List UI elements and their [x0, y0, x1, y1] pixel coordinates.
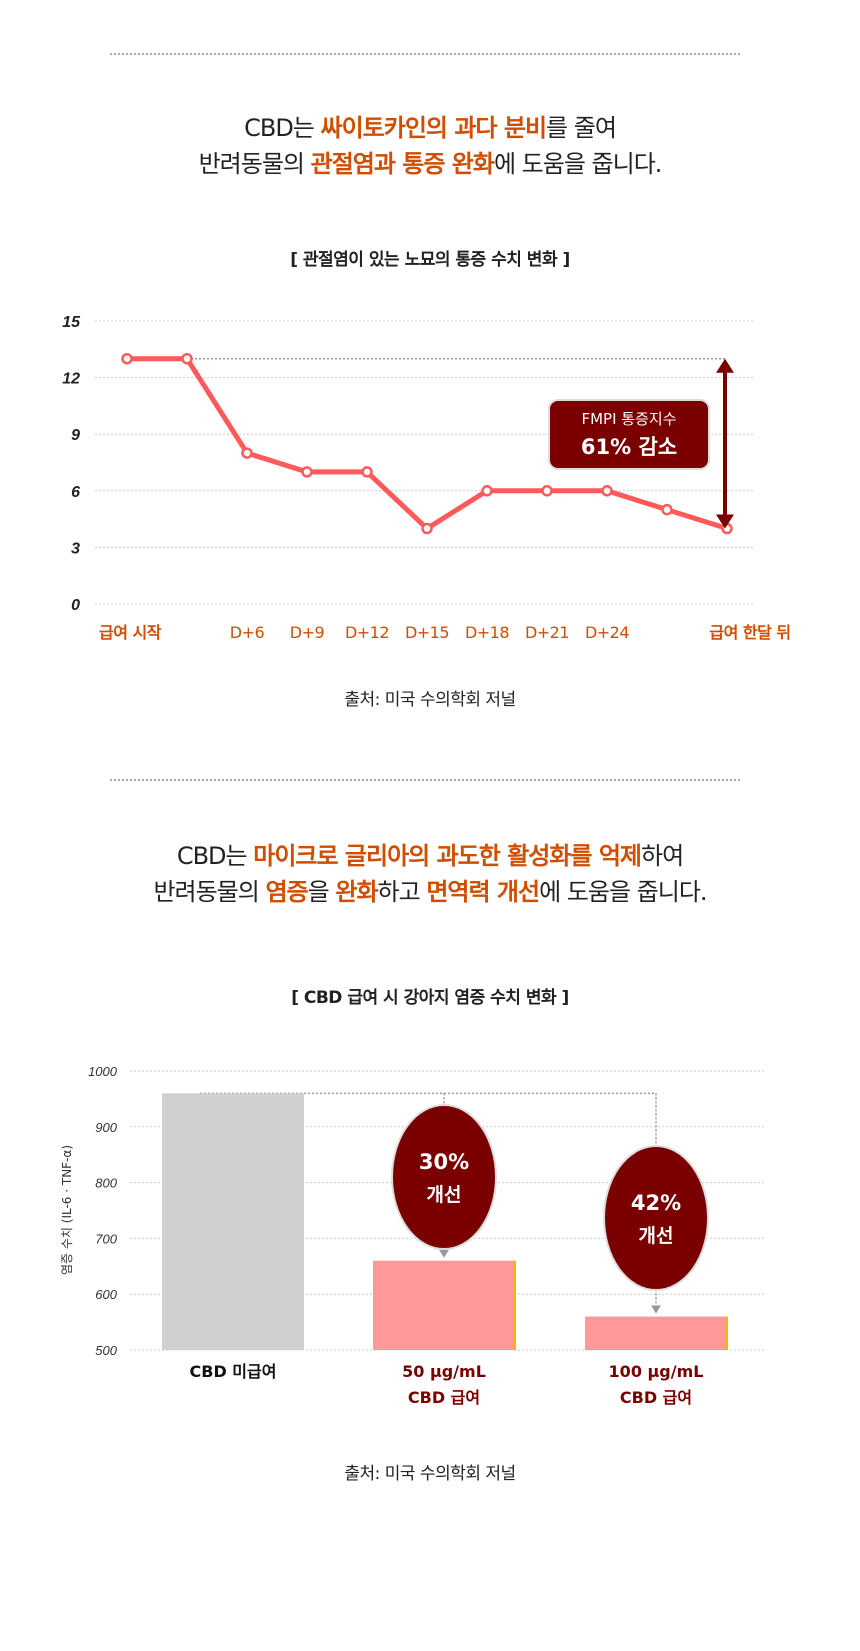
- badge-label: 개선: [639, 1225, 674, 1247]
- headline-text: 에 도움을 줍니다.: [493, 150, 662, 178]
- y-tick-label: 800: [95, 1176, 117, 1191]
- bar: [585, 1316, 727, 1350]
- source-1: 출처: 미국 수의학회 저널: [344, 690, 516, 710]
- headline-text: 하고: [377, 878, 427, 906]
- badge-percent: 30%: [419, 1150, 469, 1174]
- x-tick-label: D+21: [525, 623, 569, 642]
- y-tick-label: 3: [71, 540, 80, 557]
- y-tick-label: 0: [71, 597, 80, 614]
- x-tick-label: D+15: [405, 623, 449, 642]
- data-point: [661, 503, 673, 516]
- improvement-badge: [391, 1104, 497, 1250]
- badge-percent: 42%: [631, 1191, 681, 1215]
- headline-text: CBD는: [244, 114, 321, 142]
- x-tick-label: D+12: [345, 623, 389, 642]
- section-divider: [110, 53, 740, 55]
- highlight-text: 관절염과 통증 완화: [310, 150, 495, 178]
- headline-text: 를 줄여: [546, 114, 617, 142]
- y-tick-label: 700: [95, 1231, 117, 1246]
- y-tick-label: 6: [71, 484, 80, 501]
- headline-1: CBD는 싸이토카인의 과다 분비를 줄여 반려동물의 관절염과 통증 완화에 …: [0, 110, 860, 182]
- data-point: [601, 485, 613, 497]
- y-tick-label: 1000: [88, 1064, 118, 1079]
- data-point: [421, 522, 433, 535]
- badge-label: 개선: [427, 1184, 462, 1206]
- x-tick-label: D+9: [290, 623, 325, 642]
- annotation-badge: [548, 399, 710, 470]
- source-2: 출처: 미국 수의학회 저널: [344, 1464, 516, 1484]
- y-tick-label: 12: [62, 371, 80, 388]
- headline-1-line-2: 반려동물의 관절염과 통증 완화에 도움을 줍니다.: [0, 146, 860, 182]
- headline-text: 반려동물의: [153, 878, 266, 906]
- headline-2-line-2: 반려동물의 염증을 완화하고 면역력 개선에 도움을 줍니다.: [0, 874, 860, 910]
- annotation-line-2: 61% 감소: [581, 435, 677, 459]
- x-tick-label: 급여 시작: [99, 623, 162, 642]
- headline-text: CBD는: [176, 842, 254, 870]
- chart-2-title: [ CBD 급여 시 강아지 염증 수치 변화 ]: [291, 988, 569, 1008]
- data-point: [241, 447, 253, 459]
- headline-text: 하여: [641, 842, 684, 870]
- inflammation-bar-chart: 500 600 700 800 900 1000 염증 수치 (IL-6 · TNF-α) C…: [60, 1064, 765, 1407]
- improvement-badge: [603, 1145, 709, 1291]
- x-tick-label: D+24: [585, 623, 629, 642]
- data-point: [481, 485, 493, 497]
- y-tick-label: 500: [95, 1343, 117, 1358]
- x-tick-label: CBD 급여: [620, 1388, 692, 1407]
- section-divider: [110, 779, 740, 781]
- x-tick-label: 100 µg/mL: [609, 1362, 704, 1381]
- x-tick-label: 50 µg/mL: [402, 1362, 486, 1381]
- headline-text: 반려동물의: [198, 150, 311, 178]
- highlight-text: 완화: [335, 878, 378, 906]
- arrow-head-up-icon: [716, 358, 734, 373]
- chart-1-title: [ 관절염이 있는 노묘의 통증 수치 변화 ]: [290, 250, 570, 270]
- y-tick-label: 15: [62, 314, 81, 331]
- y-tick-label: 900: [95, 1120, 117, 1135]
- arrow-down-icon: [439, 1249, 449, 1258]
- data-point: [301, 466, 313, 478]
- data-point: [541, 485, 553, 497]
- y-tick-label: 600: [95, 1287, 117, 1302]
- data-point: [361, 466, 373, 478]
- arrow-down-icon: [651, 1305, 661, 1314]
- headline-1-line-1: CBD는 싸이토카인의 과다 분비를 줄여: [0, 110, 860, 146]
- data-point: [121, 352, 133, 365]
- highlight-text: 마이크로 글리아의 과도한 활성화를 억제: [253, 842, 642, 870]
- bar: [162, 1093, 304, 1350]
- highlight-text: 싸이토카인의 과다 분비: [320, 114, 548, 142]
- headline-2: CBD는 마이크로 글리아의 과도한 활성화를 억제하여 반려동물의 염증을 완…: [0, 838, 860, 910]
- data-point: [181, 352, 193, 365]
- headline-2-line-1: CBD는 마이크로 글리아의 과도한 활성화를 억제하여: [0, 838, 860, 874]
- bar: [373, 1260, 515, 1350]
- headline-text: 에 도움을 줍니다.: [539, 878, 707, 906]
- y-tick-label: 9: [71, 427, 80, 444]
- annotation-line-1: FMPI 통증지수: [581, 410, 676, 428]
- pain-score-line-chart: 0 3 6 9 12 15 급여 시작 D+6 D+9 D+12 D+15 D+18 D+21 D+24 급…: [62, 314, 791, 642]
- x-tick-label: D+6: [230, 623, 265, 642]
- x-tick-label: 급여 한달 뒤: [709, 623, 790, 642]
- highlight-text: 염증: [265, 878, 308, 906]
- x-tick-label: CBD 급여: [408, 1388, 480, 1407]
- x-tick-label: D+18: [465, 623, 509, 642]
- arrow-head-down-icon: [716, 514, 734, 529]
- y-axis-label: 염증 수치 (IL-6 · TNF-α): [60, 1145, 74, 1275]
- highlight-text: 면역력 개선: [426, 878, 540, 906]
- headline-text: 을: [307, 878, 336, 906]
- x-tick-label: CBD 미급여: [190, 1362, 277, 1381]
